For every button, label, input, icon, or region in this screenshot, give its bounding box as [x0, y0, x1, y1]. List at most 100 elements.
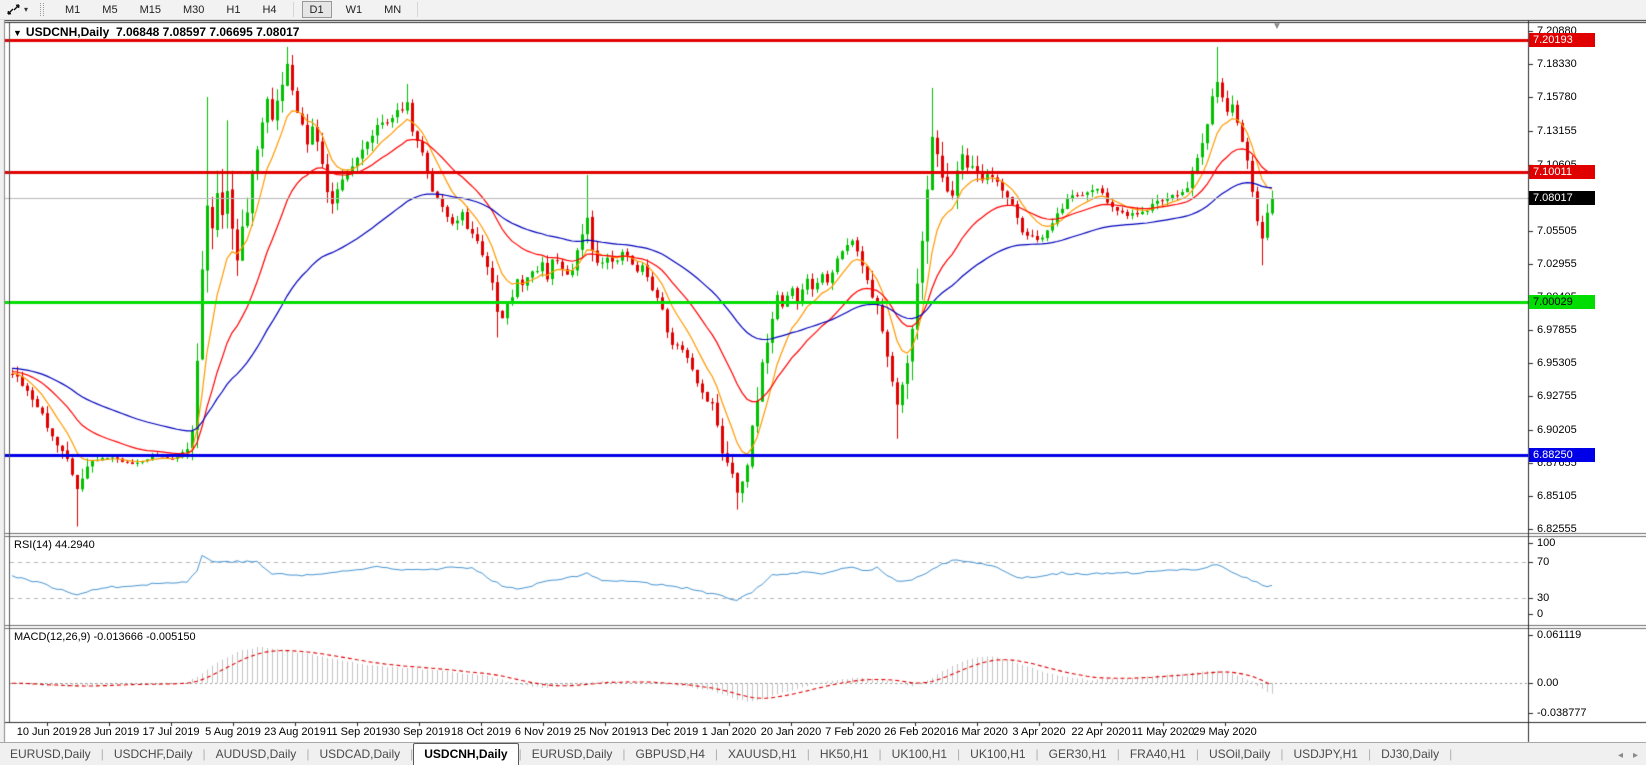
price-tick-label: 6.95305: [1537, 357, 1577, 369]
price-tick-label: 6.85105: [1537, 490, 1577, 502]
date-label: 10 Jun 2019: [16, 726, 78, 738]
price-tick-label: 7.13155: [1537, 125, 1577, 137]
toolbar-separator: [292, 2, 294, 17]
price-tick-label: 6.82555: [1537, 523, 1577, 535]
tab-usdchf-daily[interactable]: USDCHF,Daily: [113, 747, 193, 761]
price-tag: 7.10011: [1529, 165, 1595, 179]
date-label: 1 Jan 2020: [701, 726, 757, 738]
tab-separator: |: [306, 747, 310, 761]
tab-separator: |: [622, 747, 626, 761]
date-label: 26 Feb 2020: [884, 726, 946, 738]
timeframe-button-mn[interactable]: MN: [376, 1, 409, 18]
timeframe-button-d1[interactable]: D1: [301, 1, 332, 18]
scroll-arrows-icon: [7, 4, 20, 15]
tab-separator: |: [100, 747, 104, 761]
timeframe-button-m30[interactable]: M30: [175, 1, 212, 18]
date-label: 18 Oct 2019: [451, 726, 511, 738]
timeframe-button-m1[interactable]: M1: [57, 1, 88, 18]
macd-label: MACD(12,26,9) -0.013666 -0.005150: [14, 631, 196, 643]
toolbar: ▾ M1 M5 M15 M30 H1 H4 D1 W1 MN: [0, 0, 1646, 20]
price-tag: 7.20193: [1529, 33, 1595, 47]
tab-separator: |: [1449, 747, 1453, 761]
tab-separator: |: [1195, 747, 1199, 761]
chart-title-ohlc: 7.06848 7.08597 7.06695 7.08017: [115, 25, 300, 39]
date-label: 6 Nov 2019: [514, 726, 572, 738]
rsi-tick-label: 100: [1537, 537, 1556, 549]
timeframe-button-w1[interactable]: W1: [338, 1, 371, 18]
date-label: 25 Nov 2019: [573, 726, 637, 738]
tab-fra40-h1[interactable]: FRA40,H1: [1129, 747, 1186, 761]
toolbar-grip[interactable]: [40, 3, 45, 16]
timeframe-button-h4[interactable]: H4: [254, 1, 284, 18]
rsi-tick-label: 30: [1537, 592, 1550, 604]
tab-usdjpy-h1[interactable]: USDJPY,H1: [1293, 747, 1358, 761]
price-tick-label: 6.90205: [1537, 424, 1577, 436]
chart-tabs-bar: EURUSD,Daily | USDCHF,Daily | AUDUSD,Daily | U…: [0, 742, 1646, 765]
date-label: 11 Sep 2019: [326, 726, 388, 738]
toolbar-separator: [417, 2, 419, 17]
price-tick-label: 6.92755: [1537, 390, 1577, 402]
tab-usdcad-daily[interactable]: USDCAD,Daily: [319, 747, 401, 761]
tab-eurusd-daily[interactable]: EURUSD,Daily: [10, 747, 91, 761]
chart-cursor-icon[interactable]: ▾: [6, 3, 28, 16]
timeframe-button-m5[interactable]: M5: [94, 1, 125, 18]
macd-tick-label: 0.061119: [1537, 629, 1582, 641]
tab-separator: |: [202, 747, 206, 761]
date-label: 17 Jul 2019: [142, 726, 200, 738]
chart-title-symbol: USDCNH,Daily: [25, 25, 110, 39]
tab-separator: |: [1280, 747, 1284, 761]
macd-tick-label: -0.038777: [1537, 707, 1587, 719]
tab-separator: |: [714, 747, 719, 761]
date-label: 7 Feb 2020: [825, 726, 881, 738]
tab-dj30-daily[interactable]: DJ30,Daily: [1381, 747, 1440, 761]
tab-separator: |: [518, 747, 522, 761]
tab-separator: |: [878, 747, 882, 761]
tab-usoil-daily[interactable]: USOil,Daily: [1208, 747, 1271, 761]
tab-separator: |: [1367, 747, 1372, 761]
price-tick-label: 6.97855: [1537, 324, 1577, 336]
date-label: 28 Jun 2019: [78, 726, 140, 738]
chart-shift-marker-icon[interactable]: ▼: [1272, 21, 1282, 32]
rsi-tick-label: 70: [1537, 556, 1550, 568]
tab-ger30-h1[interactable]: GER30,H1: [1048, 747, 1107, 761]
tab-scroll-left-icon[interactable]: ◂: [1617, 750, 1623, 761]
price-tick-label: 7.18330: [1537, 58, 1577, 70]
tab-separator: |: [410, 747, 414, 761]
price-tick-label: 7.15780: [1537, 91, 1577, 103]
price-tag: 7.08017: [1529, 191, 1595, 205]
tab-eurusd-daily[interactable]: EURUSD,Daily: [531, 747, 613, 761]
rsi-tick-label: 0: [1537, 608, 1544, 620]
tab-separator: |: [1035, 747, 1039, 761]
tab-separator: |: [957, 747, 961, 761]
timeframe-button-m15[interactable]: M15: [132, 1, 169, 18]
tab-scroll-right-icon[interactable]: ▸: [1632, 750, 1638, 761]
date-label: 3 Apr 2020: [1012, 726, 1066, 738]
date-label: 13 Dec 2019: [635, 726, 699, 738]
price-tag: 7.00029: [1529, 295, 1595, 309]
macd-tick-label: 0.00: [1537, 677, 1559, 689]
tab-xauusd-h1[interactable]: XAUUSD,H1: [728, 747, 797, 761]
date-label: 22 Apr 2020: [1071, 726, 1131, 738]
date-label: 23 Aug 2019: [264, 726, 326, 738]
date-label: 20 Jan 2020: [760, 726, 822, 738]
tab-uk100-h1[interactable]: UK100,H1: [891, 747, 948, 761]
tab-gbpusd-h4[interactable]: GBPUSD,H4: [635, 747, 705, 761]
tab-audusd-daily[interactable]: AUDUSD,Daily: [215, 747, 297, 761]
rsi-label: RSI(14) 44.2940: [14, 539, 95, 551]
chart-title: ▼ USDCNH,Daily 7.06848 7.08597 7.06695 7.…: [13, 25, 299, 39]
collapse-arrow-icon[interactable]: ▼: [13, 28, 22, 38]
date-label: 11 May 2020: [1131, 726, 1195, 738]
tab-uk100-h1[interactable]: UK100,H1: [970, 747, 1026, 761]
date-label: 29 May 2020: [1193, 726, 1257, 738]
chevron-down-icon: ▾: [24, 5, 29, 14]
tab-hk50-h1[interactable]: HK50,H1: [819, 747, 869, 761]
price-tag: 6.88250: [1529, 448, 1595, 462]
tab-usdcnh-daily[interactable]: USDCNH,Daily: [413, 743, 519, 765]
price-tick-label: 7.02955: [1537, 258, 1577, 270]
tab-separator: |: [1116, 747, 1120, 761]
date-label: 16 Mar 2020: [946, 726, 1008, 738]
timeframe-button-h1[interactable]: H1: [218, 1, 248, 18]
price-tick-label: 7.05505: [1537, 225, 1577, 237]
tab-separator: |: [806, 747, 810, 761]
